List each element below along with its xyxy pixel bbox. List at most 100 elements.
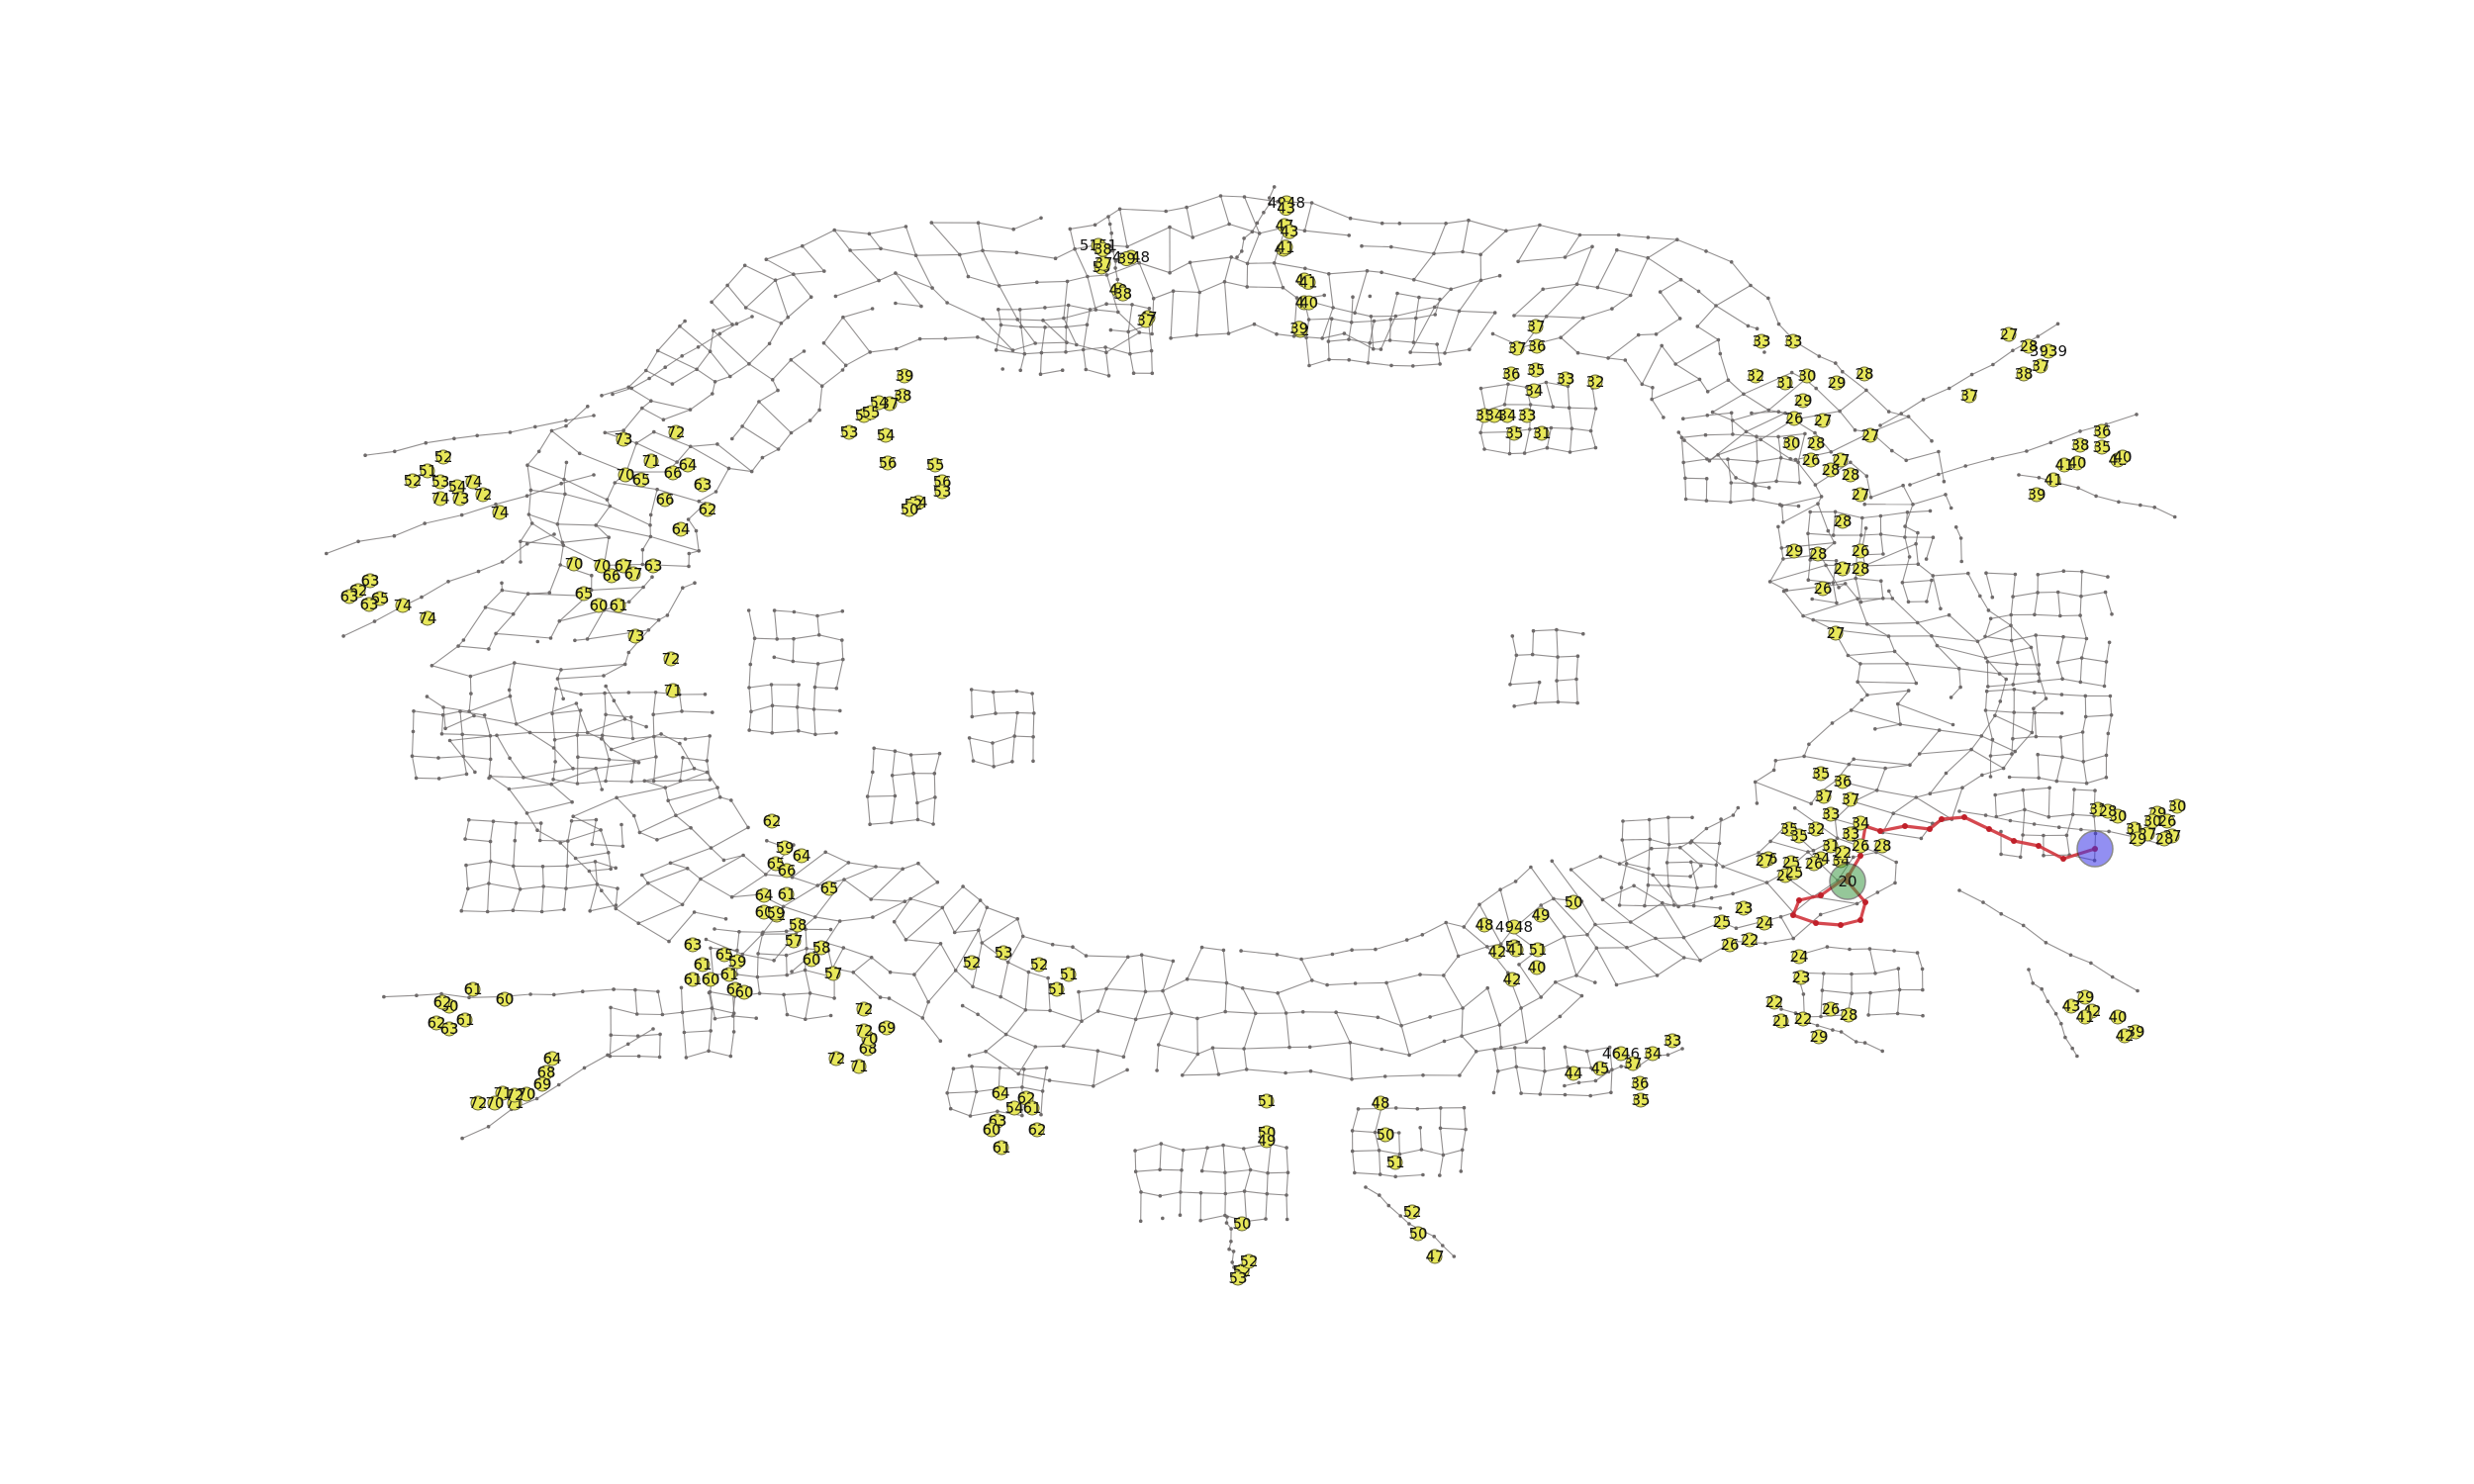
graph-node (557, 619, 562, 623)
graph-node (1829, 450, 1834, 454)
node-label-text: 41 (1298, 273, 1317, 291)
graph-edge (1499, 881, 1516, 890)
graph-node (1393, 314, 1398, 319)
node-label-dot (1006, 1100, 1022, 1116)
graph-node (536, 449, 541, 454)
graph-node (1593, 922, 1597, 927)
node-label-text: 58 (811, 939, 830, 957)
node-label-dot (1504, 972, 1520, 987)
graph-edge (1244, 1169, 1252, 1192)
node-label: 72 (854, 1000, 873, 1018)
graph-node (483, 605, 488, 609)
graph-node (1705, 457, 1709, 461)
graph-edge (996, 325, 1002, 350)
graph-edge (1569, 407, 1596, 410)
node-label-text: 70 (616, 466, 634, 484)
graph-node (1537, 680, 1542, 685)
node-label: 38 (2070, 436, 2089, 454)
graph-edge (2023, 787, 2050, 791)
graph-edge (1068, 304, 1091, 311)
node-label-text: 29 (1784, 542, 1803, 560)
graph-node (1485, 945, 1489, 949)
graph-edge (1047, 977, 1051, 1011)
graph-edge (2058, 826, 2081, 831)
graph-edge (1923, 387, 1950, 401)
graph-edge (2038, 323, 2058, 337)
route-node (1857, 853, 1863, 859)
node-label: 34 (1484, 407, 1503, 424)
graph-edge (1462, 1129, 1467, 1151)
graph-edge (843, 947, 872, 959)
graph-node (913, 253, 918, 258)
graph-edge (1524, 447, 1548, 454)
graph-edge (1697, 325, 1719, 340)
graph-edge (1835, 362, 1844, 373)
graph-edge (895, 750, 911, 756)
graph-edge (437, 755, 464, 759)
graph-edge (2050, 430, 2081, 443)
node-label: 41 (1276, 238, 1294, 256)
graph-edge (736, 931, 740, 951)
node-label-dot (779, 863, 795, 879)
graph-node (828, 1013, 833, 1018)
node-label-dot (1519, 408, 1535, 423)
graph-edge (639, 814, 677, 833)
node-label-dot (736, 984, 752, 1000)
graph-node (2025, 449, 2029, 453)
graph-node (1958, 685, 1962, 690)
graph-node (1832, 540, 1837, 545)
node-label: 72 (468, 1094, 487, 1112)
graph-edge (682, 582, 696, 589)
graph-edge (1219, 195, 1230, 225)
graph-edge (1949, 614, 1978, 642)
graph-node (1658, 290, 1663, 294)
graph-node (1528, 403, 1533, 407)
graph-node (626, 691, 631, 695)
graph-edge (657, 991, 663, 1015)
graph-node (594, 523, 598, 527)
graph-node (1039, 216, 1043, 221)
graph-edge (1839, 389, 1867, 413)
graph-node (764, 873, 768, 877)
graph-edge (1981, 735, 2016, 753)
graph-node (1881, 597, 1885, 601)
graph-node (2060, 677, 2064, 681)
graph-edge (1553, 406, 1570, 409)
graph-edge (823, 317, 844, 344)
graph-node (1678, 845, 1682, 850)
graph-edge (670, 862, 688, 870)
node-label: 53 (994, 944, 1012, 962)
graph-node (1439, 1106, 1443, 1110)
graph-node (1104, 350, 1108, 355)
graph-node (1831, 581, 1836, 585)
graph-edge (809, 992, 835, 999)
graph-edge (2028, 969, 2034, 983)
graph-node (1411, 340, 1416, 344)
graph-node (1895, 1011, 1900, 1016)
graph-node (1808, 510, 1812, 514)
graph-edge (1642, 383, 1654, 389)
graph-node (500, 560, 505, 564)
graph-edge (603, 663, 625, 677)
graph-edge (2105, 733, 2109, 756)
graph-node (1759, 437, 1763, 442)
graph-edge (1715, 305, 1749, 326)
graph-edge (1007, 962, 1029, 974)
graph-edge (1564, 1047, 1569, 1067)
graph-edge (688, 518, 697, 531)
graph-node (935, 880, 940, 884)
graph-node (1906, 600, 1911, 604)
graph-edge (1433, 1236, 1444, 1247)
graph-node (640, 406, 644, 411)
graph-node (632, 813, 636, 818)
graph-edge (1375, 1132, 1380, 1151)
graph-node (1551, 405, 1555, 410)
graph-edge (1014, 735, 1034, 738)
graph-edge (731, 893, 760, 898)
graph-edge (1378, 1016, 1402, 1027)
graph-node (670, 382, 675, 386)
graph-node (1822, 972, 1826, 975)
graph-node (1567, 406, 1571, 411)
graph-node (1497, 1023, 1502, 1027)
node-label-dot (2100, 803, 2116, 819)
